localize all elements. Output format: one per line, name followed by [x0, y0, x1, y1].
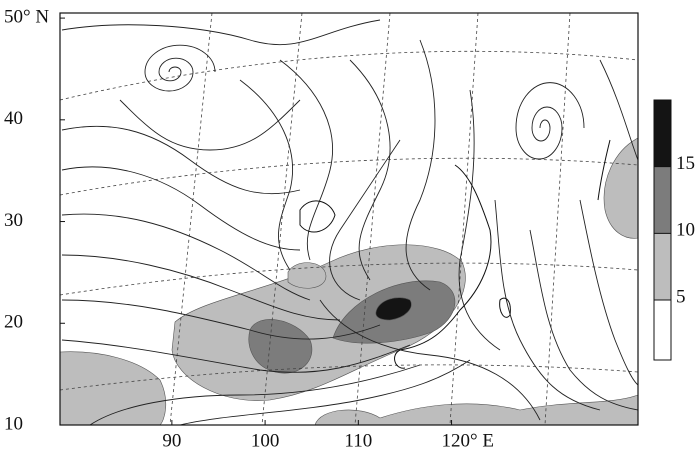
- colorbar-band: [654, 166, 671, 234]
- colorbar-tick-label: 5: [676, 286, 686, 307]
- lat-tick-label: 50° N: [4, 6, 49, 27]
- lon-tick-label: 100: [251, 430, 280, 451]
- shaded-region: [314, 394, 639, 426]
- colorbar-frame: [653, 99, 672, 361]
- shaded-region: [603, 137, 639, 239]
- graticule: [59, 12, 639, 426]
- shaded-region: [59, 351, 167, 426]
- coastline: [299, 139, 611, 369]
- shaded-region: [248, 319, 313, 374]
- lon-tick-label: 110: [344, 430, 372, 451]
- colorbar-band: [654, 300, 671, 360]
- lon-tick-label: 120° E: [442, 430, 494, 451]
- lat-tick-label: 20: [4, 312, 23, 333]
- lat-tick-label: 30: [4, 210, 23, 231]
- shaded-region: [287, 262, 327, 289]
- map-frame: [59, 12, 639, 426]
- streamlines: [61, 19, 639, 426]
- lon-tick-label: 90: [162, 430, 181, 451]
- lat-tick-label: 40: [4, 108, 23, 129]
- colorbar-band: [654, 233, 671, 300]
- colorbar-tick-label: 15: [676, 153, 695, 174]
- shaded-region: [375, 297, 412, 321]
- colorbar-band: [654, 100, 671, 167]
- colorbar-tick-label: 10: [676, 220, 695, 241]
- lat-tick-label: 10: [4, 413, 23, 434]
